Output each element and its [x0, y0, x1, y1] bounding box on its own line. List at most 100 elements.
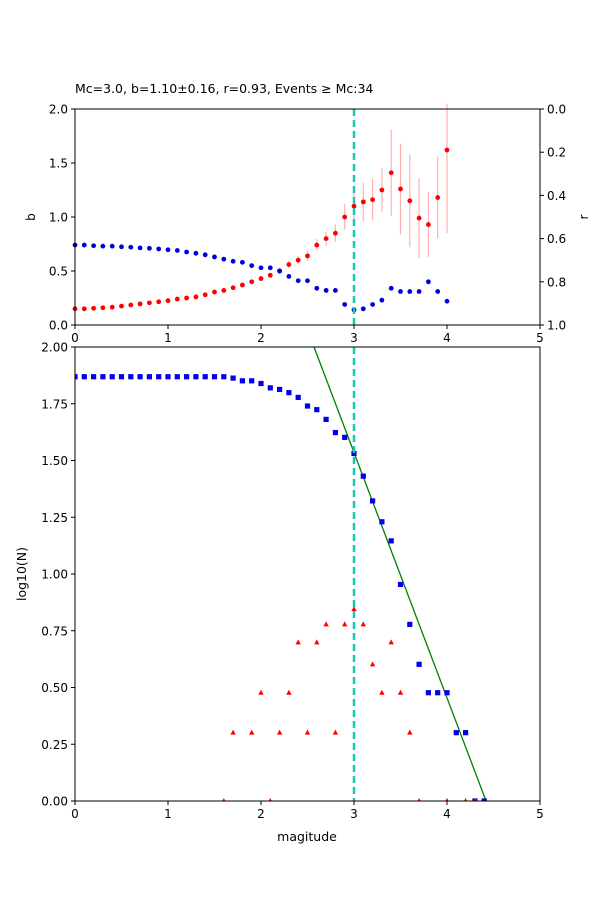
b-value-point [351, 203, 357, 209]
x-tick-label: 1 [164, 331, 172, 345]
y-tick-label: 1.00 [41, 568, 68, 582]
cumulative-count-point [323, 416, 329, 423]
b-value-point [81, 306, 87, 312]
r-value-point [202, 252, 208, 258]
noncumulative-count-point [388, 639, 394, 645]
r-value-point [165, 247, 171, 253]
b-value-point [221, 288, 227, 293]
right-y-tick-label: 0.0 [547, 103, 566, 117]
b-value-point [370, 197, 375, 203]
right-y-tick-label: 0.8 [547, 275, 566, 289]
r-value-point [212, 254, 217, 260]
right-y-tick-label: 0.6 [547, 232, 566, 246]
top-plot-area [72, 103, 450, 325]
cumulative-count-point [397, 581, 404, 588]
r-value-point [81, 242, 87, 248]
cumulative-count-point [351, 450, 357, 457]
r-value-point [147, 245, 152, 251]
r-value-point [258, 265, 264, 271]
cumulative-count-point [481, 798, 487, 801]
noncumulative-count-point [276, 729, 283, 735]
top-title: Mc=3.0, b=1.10±0.16, r=0.93, Events ≥ Mc… [75, 81, 373, 96]
cumulative-count-point [388, 538, 394, 544]
top-right-y-axis-label: r [577, 214, 591, 219]
b-value-point [444, 147, 450, 153]
y-tick-label: 1.50 [41, 454, 68, 468]
top-right-y-ticks: 0.0 0.2 0.4 0.6 0.8 1.0 [540, 103, 566, 333]
cumulative-count-point [370, 498, 376, 504]
r-value-point [407, 289, 413, 294]
b-value-point [193, 294, 199, 300]
b-value-point [360, 199, 366, 205]
r-value-point [221, 256, 227, 262]
cumulative-count-point [332, 429, 338, 436]
cumulative-count-point [230, 375, 236, 381]
y-tick-label: 0.50 [41, 681, 68, 695]
cumulative-count-point [156, 374, 162, 380]
y-tick-label: 1.5 [49, 157, 68, 171]
cumulative-count-point [444, 690, 450, 696]
bottom-x-ticks: 0 1 2 3 4 5 [71, 801, 544, 821]
b-value-point [379, 187, 385, 193]
b-value-point [342, 214, 348, 220]
b-value-point [91, 305, 96, 311]
r-value-point [119, 244, 124, 250]
noncumulative-count-point [445, 798, 449, 801]
r-value-point [342, 302, 348, 307]
x-tick-label: 5 [536, 331, 544, 345]
r-value-point [426, 279, 431, 285]
cumulative-count-point [267, 385, 273, 391]
cumulative-count-point [425, 690, 431, 696]
cumulative-count-point [314, 407, 320, 413]
bottom-plot-area [75, 347, 487, 801]
b-value-point [128, 302, 134, 308]
b-value-point [249, 279, 255, 285]
cumulative-count-point [286, 390, 292, 396]
cumulative-count-point [91, 374, 97, 380]
r-value-point [323, 288, 329, 293]
x-tick-label: 3 [350, 807, 358, 821]
right-y-tick-label: 0.2 [547, 146, 566, 160]
cumulative-count-point [407, 621, 413, 627]
r-value-point [314, 285, 320, 291]
r-value-point [128, 244, 134, 250]
right-y-tick-label: 1.0 [547, 319, 566, 333]
noncumulative-count-point [268, 798, 272, 801]
r-value-point [370, 302, 375, 307]
cumulative-count-point [100, 374, 106, 380]
r-value-point [379, 297, 385, 303]
b-value-point [388, 170, 394, 176]
noncumulative-count-point [379, 689, 385, 695]
noncumulative-count-point [323, 621, 329, 627]
x-tick-label: 2 [257, 807, 265, 821]
cumulative-count-point [379, 519, 385, 525]
b-value-point [119, 303, 124, 309]
b-value-point [174, 296, 180, 302]
noncumulative-count-point [230, 729, 236, 735]
noncumulative-count-point [351, 606, 357, 612]
r-value-point [388, 285, 394, 291]
y-tick-label: 2.00 [41, 341, 68, 355]
b-value-point [165, 298, 171, 304]
noncumulative-count-point [222, 798, 226, 801]
cumulative-count-point [304, 403, 311, 409]
gr-fit-line [313, 347, 487, 801]
noncumulative-count-point [332, 729, 339, 735]
r-value-point [277, 268, 282, 274]
x-tick-label: 5 [536, 807, 544, 821]
r-value-point [137, 245, 143, 251]
cumulative-count-point [109, 374, 115, 380]
top-y-axis-label: b [24, 213, 38, 221]
cumulative-count-point [258, 380, 264, 387]
right-y-tick-label: 0.4 [547, 189, 566, 203]
r-value-point [435, 289, 441, 294]
cumulative-count-point [416, 661, 422, 667]
y-tick-label: 0.5 [49, 265, 68, 279]
b-value-point [295, 257, 301, 263]
b-value-point [258, 276, 264, 281]
b-value-point [267, 272, 273, 278]
r-value-point [100, 243, 106, 249]
y-tick-label: 1.0 [49, 211, 68, 225]
r-value-point [267, 265, 273, 271]
r-value-point [249, 263, 255, 268]
